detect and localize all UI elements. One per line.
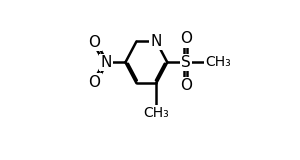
Text: CH₃: CH₃ (206, 55, 231, 69)
Text: O: O (88, 35, 101, 50)
Text: O: O (88, 75, 101, 90)
Text: S: S (181, 55, 191, 70)
Text: O: O (180, 78, 192, 93)
Text: N: N (151, 34, 162, 49)
Text: N: N (100, 55, 111, 70)
Text: CH₃: CH₃ (143, 106, 169, 120)
Text: O: O (180, 31, 192, 46)
